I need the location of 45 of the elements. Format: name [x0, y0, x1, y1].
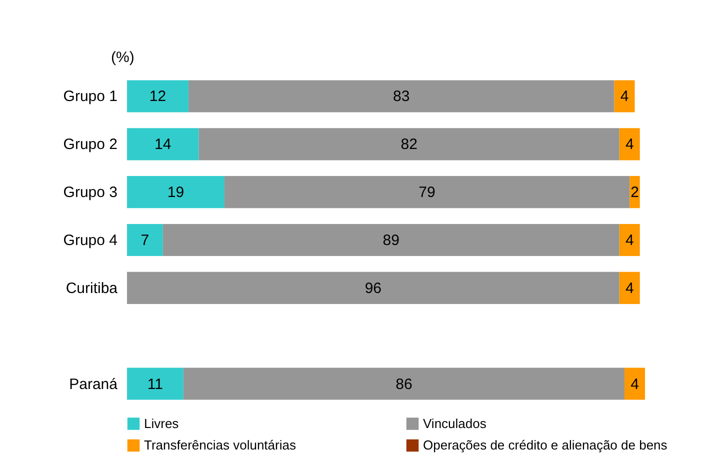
data-label: 2: [630, 184, 639, 202]
y-tick-label: Grupo 2: [63, 136, 118, 154]
data-label: 19: [167, 184, 184, 202]
bar: [188, 80, 614, 112]
data-label: 89: [382, 232, 400, 249]
y-tick-label: Grupo 4: [63, 232, 118, 249]
bar: [183, 368, 624, 400]
bar: [198, 128, 620, 160]
bar: [619, 224, 640, 256]
bar: [127, 224, 163, 256]
data-label: 82: [400, 136, 418, 154]
bar: [619, 128, 640, 160]
data-label: 79: [418, 184, 436, 202]
y-tick-label: Curitiba: [66, 280, 118, 297]
legend-label: Operações de crédito e alienação de bens: [423, 438, 668, 452]
data-label: 12: [149, 88, 166, 106]
bar: [162, 224, 620, 256]
bar: [127, 80, 189, 112]
legend-label: Livres: [144, 416, 180, 431]
bar: [127, 176, 224, 208]
data-label: 83: [393, 88, 410, 106]
data-label: 4: [630, 376, 639, 393]
bar: [224, 176, 630, 208]
data-label: 86: [396, 376, 412, 393]
legend-label: Vinculados: [423, 416, 487, 431]
y-tick-label: Grupo 3: [63, 184, 118, 202]
bar: [127, 128, 199, 160]
bar: [624, 368, 645, 400]
data-label: 7: [140, 232, 150, 249]
data-label: 14: [154, 136, 172, 154]
data-label: 4: [620, 88, 629, 106]
data-label: 4: [625, 136, 634, 154]
legend-label: Transferências voluntárias: [144, 438, 296, 452]
bar: [630, 176, 640, 208]
bar: [127, 272, 620, 304]
text: (%): [111, 49, 134, 66]
y-tick-label: Paraná: [69, 376, 118, 393]
bar: [619, 272, 640, 304]
bar: [614, 80, 635, 112]
data-label: 4: [625, 232, 634, 249]
bar: [127, 368, 184, 400]
y-tick-label: Grupo 1: [63, 88, 118, 106]
data-label: 4: [625, 280, 634, 297]
data-label: 11: [147, 376, 163, 393]
data-label: 96: [364, 280, 382, 297]
